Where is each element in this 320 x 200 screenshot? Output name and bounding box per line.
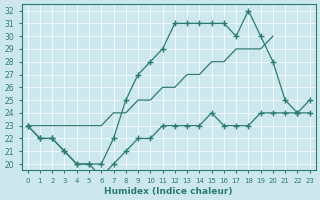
X-axis label: Humidex (Indice chaleur): Humidex (Indice chaleur) bbox=[104, 187, 233, 196]
